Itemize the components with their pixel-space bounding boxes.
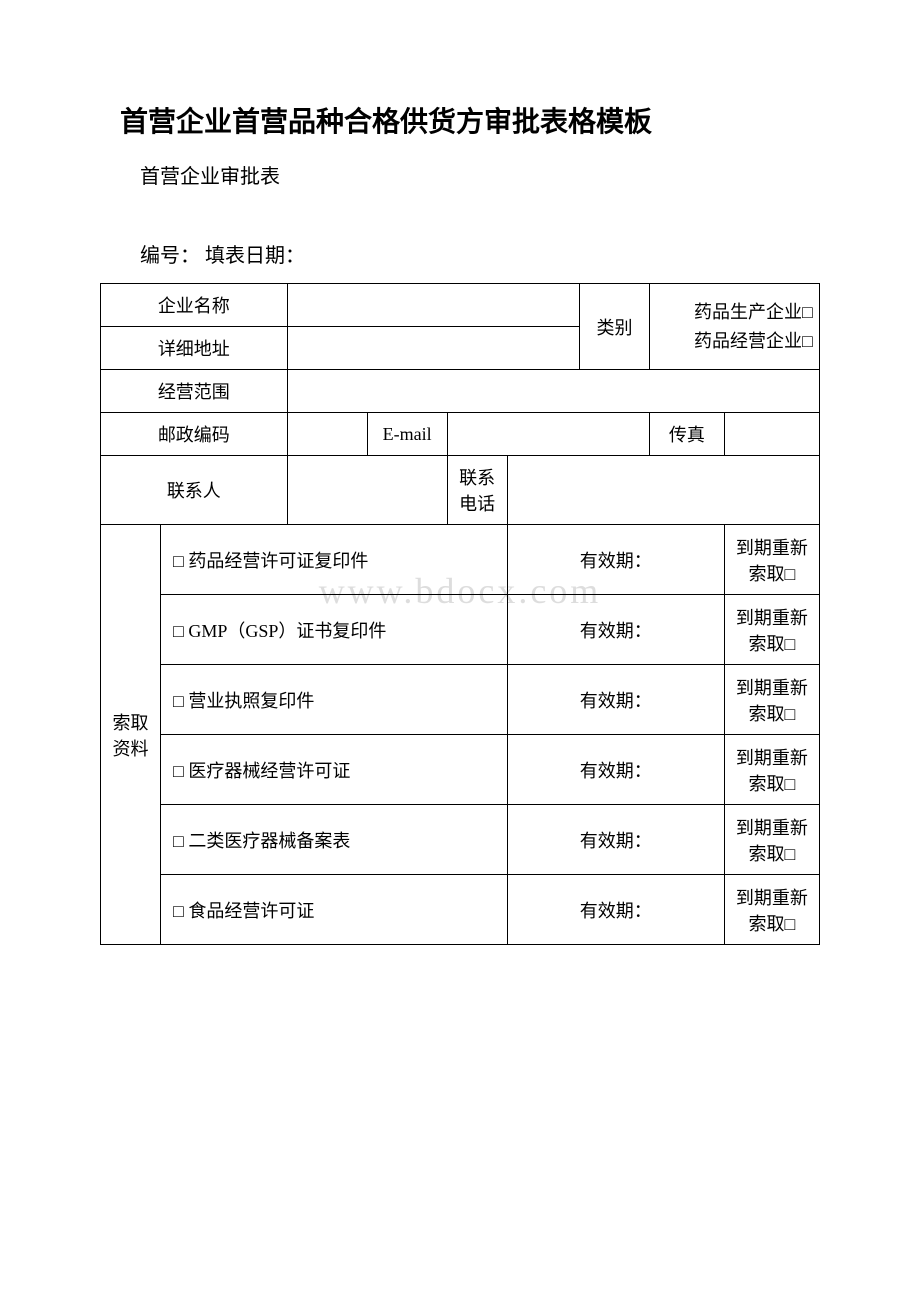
form-subtitle: 首营企业审批表	[140, 160, 820, 189]
input-postal[interactable]	[287, 413, 367, 456]
label-address: 详细地址	[101, 327, 288, 370]
label-phone: 联系电话	[447, 456, 507, 525]
input-scope[interactable]	[287, 370, 819, 413]
doc-validity-0: 有效期：	[507, 525, 724, 595]
doc-item-5[interactable]: □ 食品经营许可证	[161, 875, 508, 945]
doc-renew-0[interactable]: 到期重新索取□	[724, 525, 819, 595]
input-company-name[interactable]	[287, 284, 579, 327]
doc-validity-4: 有效期：	[507, 805, 724, 875]
id-label: 编号：	[140, 245, 200, 267]
doc-item-4[interactable]: □ 二类医疗器械备案表	[161, 805, 508, 875]
date-label: 填表日期：	[205, 245, 305, 267]
doc-renew-1[interactable]: 到期重新索取□	[724, 595, 819, 665]
option-production[interactable]: 药品生产企业□	[658, 298, 815, 327]
page-title: 首营企业首营品种合格供货方审批表格模板	[120, 100, 820, 140]
meta-line: 编号： 填表日期：	[140, 239, 820, 268]
doc-item-2[interactable]: □ 营业执照复印件	[161, 665, 508, 735]
label-scope: 经营范围	[101, 370, 288, 413]
category-options[interactable]: 药品生产企业□ 药品经营企业□	[650, 284, 820, 370]
doc-validity-2: 有效期：	[507, 665, 724, 735]
approval-form-table: 企业名称 类别 药品生产企业□ 药品经营企业□ 详细地址 经营范围 邮政编码 E…	[100, 283, 820, 945]
label-category: 类别	[580, 284, 650, 370]
doc-renew-2[interactable]: 到期重新索取□	[724, 665, 819, 735]
label-contact: 联系人	[101, 456, 288, 525]
doc-renew-3[interactable]: 到期重新索取□	[724, 735, 819, 805]
option-business[interactable]: 药品经营企业□	[658, 327, 815, 356]
doc-item-0[interactable]: □ 药品经营许可证复印件	[161, 525, 508, 595]
doc-renew-4[interactable]: 到期重新索取□	[724, 805, 819, 875]
label-company-name: 企业名称	[101, 284, 288, 327]
label-email: E-mail	[367, 413, 447, 456]
label-postal: 邮政编码	[101, 413, 288, 456]
input-email[interactable]	[447, 413, 649, 456]
doc-validity-5: 有效期：	[507, 875, 724, 945]
doc-renew-5[interactable]: 到期重新索取□	[724, 875, 819, 945]
input-fax[interactable]	[724, 413, 819, 456]
input-phone[interactable]	[507, 456, 819, 525]
doc-validity-1: 有效期：	[507, 595, 724, 665]
input-address[interactable]	[287, 327, 579, 370]
input-contact[interactable]	[287, 456, 447, 525]
doc-item-3[interactable]: □ 医疗器械经营许可证	[161, 735, 508, 805]
label-documents: 索取资料	[101, 525, 161, 945]
doc-item-1[interactable]: □ GMP（GSP）证书复印件	[161, 595, 508, 665]
label-fax: 传真	[650, 413, 725, 456]
doc-validity-3: 有效期：	[507, 735, 724, 805]
